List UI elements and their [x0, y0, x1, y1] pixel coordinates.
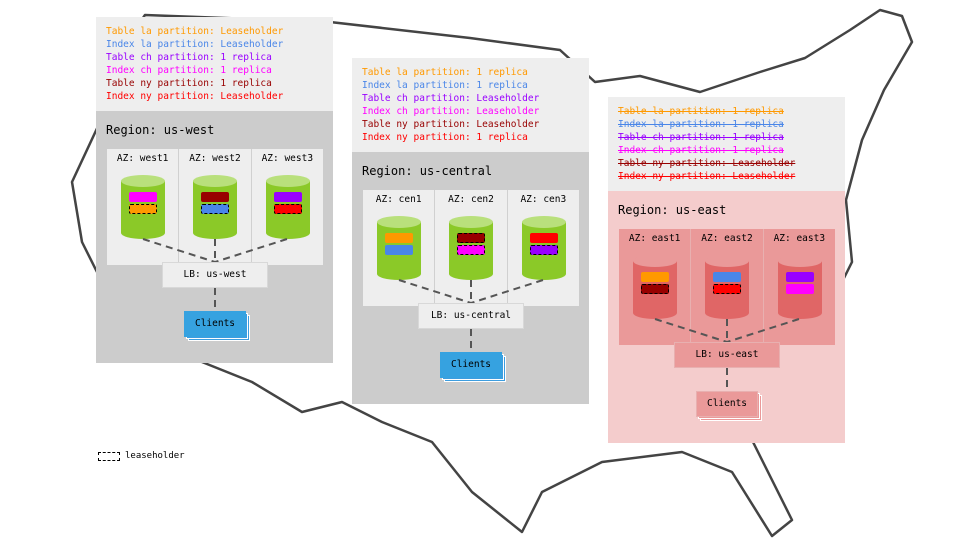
load-balancer: LB: us-east [674, 342, 780, 368]
partition-line: Table la partition: 1 replica [362, 67, 528, 78]
replica [785, 272, 814, 282]
replica [201, 192, 230, 202]
az-label: AZ: east3 [773, 233, 826, 244]
partition-info: Table la partition: Leaseholder Index la … [96, 17, 333, 111]
availability-zone: AZ: cen1 [363, 190, 436, 306]
partition-line: Table la partition: 1 replica [618, 106, 784, 117]
az-group: AZ: cen1 AZ: cen2 AZ: cen3 [363, 190, 579, 306]
clients-label: Clients [184, 311, 246, 337]
availability-zone: AZ: east1 [619, 229, 692, 345]
region-us-east: Table la partition: 1 replica Index la pa… [608, 97, 845, 443]
region-us-central: Table la partition: 1 replica Index la pa… [352, 58, 589, 404]
database-node-icon [121, 175, 165, 239]
database-node-icon [449, 216, 494, 280]
database-node-icon [777, 255, 822, 319]
leaseholder-replica [457, 245, 486, 255]
partition-line: Index ny partition: Leaseholder [618, 171, 796, 182]
az-label: AZ: west2 [189, 153, 241, 164]
az-label: AZ: east2 [701, 233, 753, 244]
az-label: AZ: cen2 [448, 194, 494, 205]
load-balancer: LB: us-central [418, 303, 524, 329]
partition-line: Table la partition: Leaseholder [106, 26, 284, 37]
leaseholder-replica [641, 284, 669, 294]
az-label: AZ: west1 [116, 153, 169, 164]
replica [273, 192, 302, 202]
partition-info: Table la partition: 1 replica Index la pa… [608, 97, 845, 191]
database-node-icon [193, 175, 238, 239]
clients-label: Clients [440, 352, 502, 378]
availability-zone: AZ: west2 [179, 149, 252, 265]
region-title: Region: us-east [618, 203, 727, 217]
clients-stack: Clients [184, 311, 250, 341]
partition-line: Table ch partition: 1 replica [106, 52, 272, 63]
database-node-icon [521, 216, 566, 280]
availability-zone: AZ: east3 [763, 229, 835, 345]
az-label: AZ: west3 [261, 153, 314, 164]
partition-line: Index ny partition: 1 replica [362, 132, 528, 143]
partition-line: Table ny partition: 1 replica [106, 78, 272, 89]
partition-line: Index ch partition: Leaseholder [362, 106, 540, 117]
partition-info: Table la partition: 1 replica Index la pa… [352, 58, 589, 152]
leaseholder-replica [457, 233, 486, 243]
leaseholder-swatch [98, 451, 120, 461]
partition-line: Table ch partition: Leaseholder [362, 93, 540, 104]
az-group: AZ: east1 AZ: east2 AZ: east3 [619, 229, 835, 345]
leaseholder-replica [129, 204, 157, 214]
partition-line: Index la partition: 1 replica [618, 119, 784, 130]
partition-line: Table ch partition: 1 replica [618, 132, 784, 143]
leaseholder-replica [273, 204, 302, 214]
replica [385, 233, 413, 243]
region-us-west: Table la partition: Leaseholder Index la … [96, 17, 333, 363]
az-label: AZ: east1 [628, 233, 681, 244]
partition-line: Index ny partition: Leaseholder [106, 91, 284, 102]
az-label: AZ: cen1 [375, 194, 422, 205]
az-group: AZ: west1 AZ: west2 AZ: west3 [107, 149, 323, 265]
replica [529, 233, 558, 243]
clients-stack: Clients [696, 391, 762, 421]
replica [641, 272, 669, 282]
partition-line: Index ch partition: 1 replica [106, 65, 272, 76]
region-title: Region: us-west [106, 123, 215, 137]
replica [785, 284, 814, 294]
replica [385, 245, 413, 255]
availability-zone: AZ: cen3 [507, 190, 579, 306]
database-node-icon [705, 255, 750, 319]
availability-zone: AZ: west1 [107, 149, 180, 265]
load-balancer: LB: us-west [162, 262, 268, 288]
availability-zone: AZ: east2 [691, 229, 764, 345]
partition-line: Index la partition: 1 replica [362, 80, 528, 91]
availability-zone: AZ: cen2 [435, 190, 508, 306]
database-node-icon [633, 255, 677, 319]
replica [129, 192, 157, 202]
leaseholder-replica [201, 204, 230, 214]
leaseholder-replica [529, 245, 558, 255]
leaseholder-replica [713, 284, 742, 294]
database-node-icon [265, 175, 310, 239]
legend-label: leaseholder [125, 451, 185, 461]
az-label: AZ: cen3 [520, 194, 567, 205]
partition-line: Table ny partition: Leaseholder [362, 119, 540, 130]
partition-line: Index ch partition: 1 replica [618, 145, 784, 156]
partition-line: Table ny partition: Leaseholder [618, 158, 796, 169]
region-title: Region: us-central [362, 164, 493, 178]
legend: leaseholder [98, 451, 185, 461]
availability-zone: AZ: west3 [251, 149, 323, 265]
replica [713, 272, 742, 282]
partition-line: Index la partition: Leaseholder [106, 39, 284, 50]
database-node-icon [377, 216, 421, 280]
clients-stack: Clients [440, 352, 506, 382]
clients-label: Clients [696, 391, 758, 417]
